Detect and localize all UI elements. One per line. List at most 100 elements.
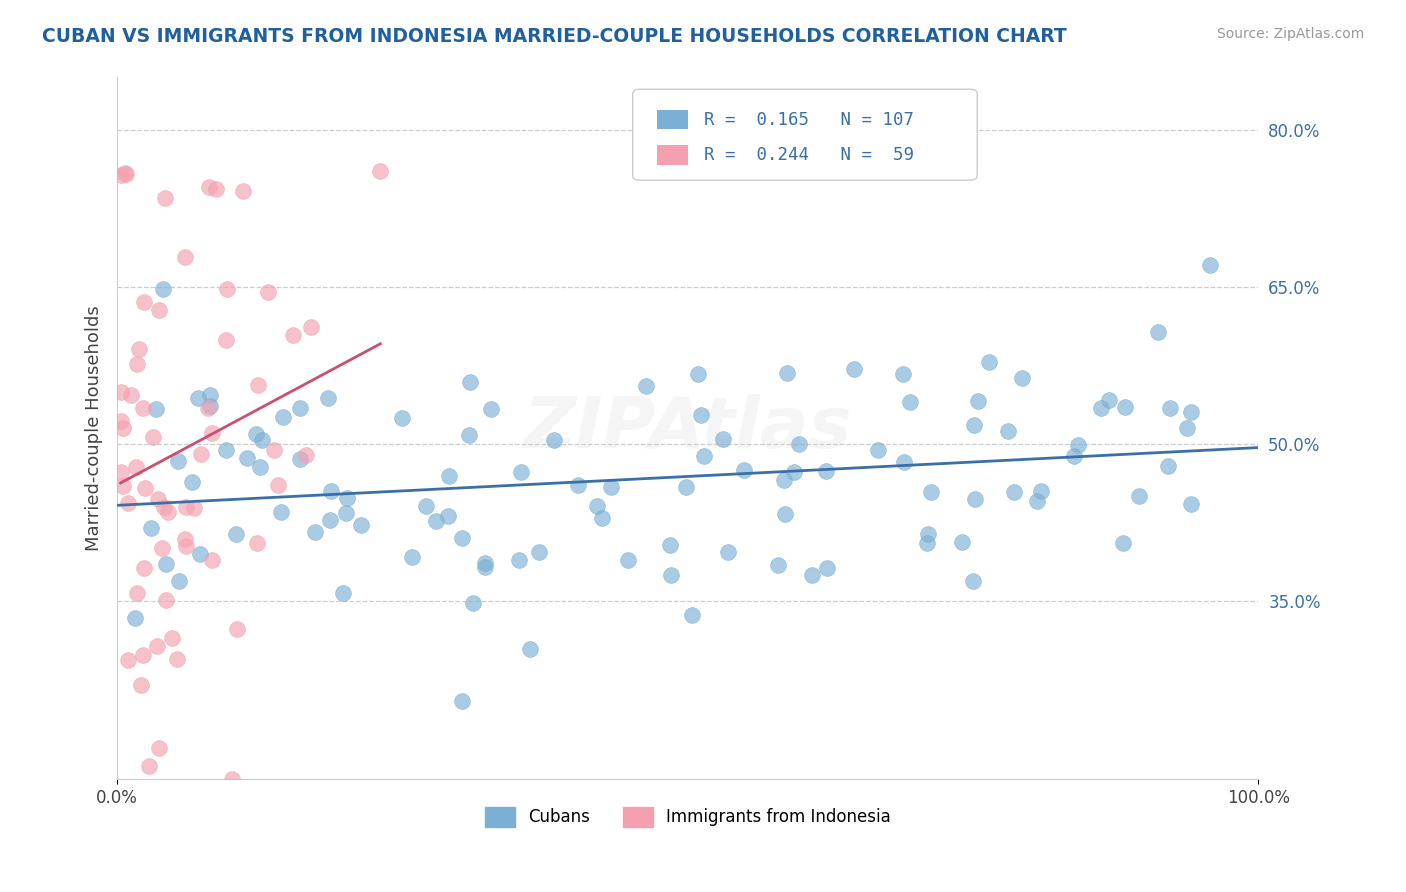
Point (920, 484, 942, 499)
Point (716, 544, 738, 558)
Point (236, 451, 259, 466)
Point (659, 568, 682, 582)
Point (1128, 489, 1150, 503)
Point (316, 391, 339, 405)
Point (169, 574, 191, 588)
Point (773, 507, 796, 521)
Point (1175, 421, 1198, 435)
Point (215, 334, 238, 348)
Point (249, 459, 271, 474)
Point (401, 550, 423, 565)
Point (304, 524, 326, 539)
Point (891, 367, 914, 381)
Point (111, 479, 134, 493)
Point (225, 527, 247, 541)
Point (281, 328, 304, 343)
Point (117, 496, 139, 510)
Point (146, 639, 169, 653)
Point (977, 355, 1000, 369)
Point (1180, 497, 1202, 511)
Point (950, 534, 973, 549)
Point (155, 593, 177, 607)
Point (141, 521, 163, 535)
Point (437, 469, 460, 483)
Point (174, 500, 197, 514)
Point (120, 388, 142, 402)
Point (271, 410, 294, 425)
Point (766, 558, 789, 572)
Point (425, 515, 447, 529)
Point (134, 482, 156, 496)
Point (129, 678, 152, 692)
Point (148, 740, 170, 755)
Point (617, 553, 640, 567)
Point (898, 394, 921, 409)
Point (591, 511, 613, 525)
Point (299, 319, 322, 334)
Point (1157, 458, 1180, 473)
Point (263, 442, 285, 457)
Text: ZIPAtlas: ZIPAtlas (523, 393, 852, 463)
Point (963, 491, 986, 506)
Point (800, 568, 823, 582)
Point (128, 342, 150, 356)
Point (368, 164, 391, 178)
Point (321, 484, 343, 499)
Point (318, 513, 340, 527)
Point (232, 184, 254, 198)
Point (142, 430, 165, 444)
Point (174, 251, 197, 265)
Point (962, 574, 984, 588)
Point (772, 473, 794, 487)
Point (270, 505, 292, 519)
Point (148, 303, 170, 318)
Point (543, 434, 565, 448)
Point (190, 447, 212, 461)
Point (336, 491, 359, 506)
Point (188, 547, 211, 561)
Point (155, 558, 177, 572)
Point (962, 417, 984, 432)
Point (125, 460, 148, 475)
Point (787, 437, 810, 451)
Point (1090, 401, 1112, 415)
Point (111, 421, 134, 435)
Legend: Cubans, Immigrants from Indonesia: Cubans, Immigrants from Indonesia (478, 800, 898, 834)
Point (783, 465, 806, 479)
Point (1063, 449, 1085, 463)
Text: Source: ZipAtlas.com: Source: ZipAtlas.com (1216, 27, 1364, 41)
Point (131, 401, 153, 416)
Point (1147, 326, 1170, 340)
Point (252, 433, 274, 447)
Point (214, 443, 236, 458)
Point (246, 536, 269, 550)
Point (681, 608, 703, 623)
Point (508, 553, 530, 567)
Point (1159, 401, 1181, 415)
Point (166, 651, 188, 665)
Point (519, 641, 541, 656)
Point (155, 191, 177, 205)
Point (245, 426, 267, 441)
Point (226, 623, 249, 637)
Point (110, 414, 132, 428)
Point (110, 465, 132, 479)
Point (124, 611, 146, 625)
Point (692, 450, 714, 464)
Point (138, 758, 160, 772)
Point (167, 454, 190, 468)
Point (1029, 483, 1052, 498)
Point (1025, 494, 1047, 508)
Point (711, 432, 734, 446)
Point (474, 559, 496, 574)
Point (1112, 536, 1135, 550)
Point (690, 408, 713, 422)
Point (114, 166, 136, 180)
Point (458, 427, 481, 442)
Point (1002, 485, 1025, 500)
Point (451, 694, 474, 708)
Point (146, 492, 169, 507)
Point (474, 557, 496, 571)
Point (599, 481, 621, 495)
Point (815, 560, 838, 574)
